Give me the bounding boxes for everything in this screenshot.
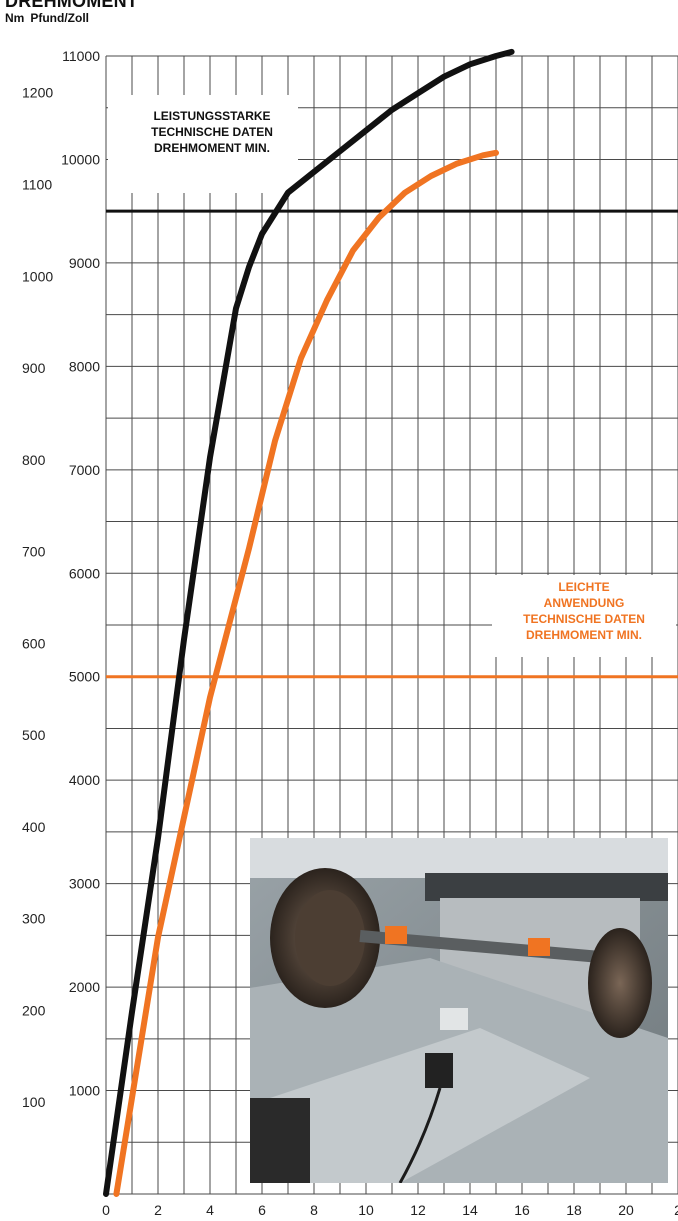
reference-label-light: DREHMOMENT MIN.: [526, 628, 642, 642]
y-tick-label-nm: 400: [22, 819, 46, 835]
reference-label-light: ANWENDUNG: [544, 596, 625, 610]
x-tick-label: 2: [674, 1202, 678, 1218]
reference-label-heavy: TECHNISCHE DATEN: [151, 125, 273, 139]
y-tick-label-lbin: 3000: [69, 876, 100, 892]
x-tick-label: 4: [206, 1202, 214, 1218]
annotation-backdrop-light: [492, 575, 676, 657]
y-tick-label-nm: 300: [22, 911, 46, 927]
y-tick-label-lbin: 6000: [69, 565, 100, 581]
y-tick-label-lbin: 4000: [69, 772, 100, 788]
y-tick-label-nm: 1000: [22, 268, 53, 284]
axis-units: Nm Pfund/Zoll: [5, 11, 95, 25]
x-tick-label: 12: [410, 1202, 426, 1218]
annotation-backdrop-heavy: [108, 95, 298, 193]
x-tick-label: 20: [618, 1202, 634, 1218]
y-tick-label-lbin: 5000: [69, 669, 100, 685]
reference-label-light: LEICHTE: [558, 580, 609, 594]
y-tick-label-nm: 800: [22, 452, 46, 468]
reference-label-heavy: LEISTUNGSSTARKE: [153, 109, 270, 123]
x-tick-label: 0: [102, 1202, 110, 1218]
chart-title: DREHMOMENT: [5, 0, 138, 11]
y-tick-label-lbin: 2000: [69, 979, 100, 995]
series-line-1: [103, 48, 515, 1197]
x-tick-label: 18: [566, 1202, 582, 1218]
y-tick-label-nm: 700: [22, 544, 46, 560]
x-tick-label: 14: [462, 1202, 478, 1218]
y-tick-label-nm: 600: [22, 635, 46, 651]
series-line-2: [113, 149, 499, 1197]
reference-label-heavy: DREHMOMENT MIN.: [154, 141, 270, 155]
y-tick-label-lbin: 10000: [61, 151, 100, 167]
x-tick-label: 16: [514, 1202, 530, 1218]
x-tick-label: 10: [358, 1202, 374, 1218]
y-tick-label-lbin: 7000: [69, 462, 100, 478]
y-tick-label-nm: 1100: [22, 176, 52, 192]
machine-photo: [250, 838, 668, 1183]
y-tick-label-nm: 500: [22, 727, 46, 743]
y-tick-label-nm: 100: [22, 1094, 46, 1110]
y-tick-label-nm: 1200: [22, 85, 53, 101]
y-tick-label-nm: 900: [22, 360, 46, 376]
y-tick-label-lbin: 1000: [69, 1083, 100, 1099]
x-tick-label: 6: [258, 1202, 266, 1218]
unit-nm-label: Nm: [5, 11, 25, 25]
reference-label-light: TECHNISCHE DATEN: [523, 612, 645, 626]
x-tick-label: 2: [154, 1202, 162, 1218]
y-tick-label-lbin: 8000: [69, 358, 100, 374]
unit-lbin-label: Pfund/Zoll: [30, 11, 89, 25]
y-tick-label-nm: 200: [22, 1002, 46, 1018]
x-tick-label: 8: [310, 1202, 318, 1218]
y-tick-label-lbin: 11000: [62, 48, 100, 64]
y-tick-label-lbin: 9000: [69, 255, 100, 271]
